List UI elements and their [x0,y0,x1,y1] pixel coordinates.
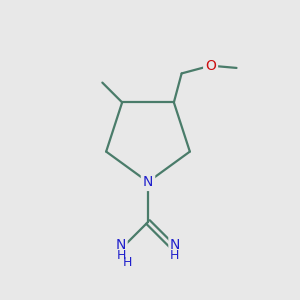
Text: O: O [205,59,216,73]
Text: H: H [116,249,126,262]
Text: H: H [170,249,180,262]
Text: N: N [170,238,180,252]
Text: H: H [122,256,132,269]
Text: N: N [143,175,153,189]
Text: N: N [116,238,126,252]
